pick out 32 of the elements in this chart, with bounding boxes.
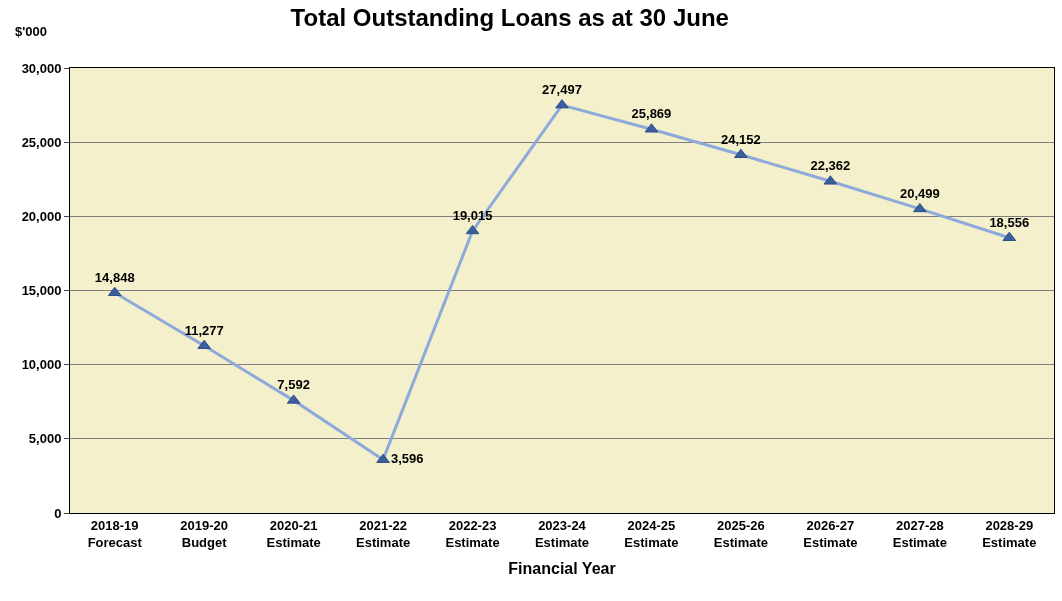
data-label: 11,277: [184, 322, 224, 338]
x-tick-label: 2018-19 Forecast: [87, 517, 143, 550]
y-tick-label: 0: [54, 505, 62, 521]
x-axis-title: Financial Year: [508, 560, 616, 578]
x-tick-label: 2025-26 Estimate: [713, 517, 769, 550]
y-tick-label: 25,000: [21, 134, 62, 150]
data-label: 25,869: [631, 106, 672, 122]
y-tick-label: 20,000: [21, 208, 62, 224]
data-label: 18,556: [989, 214, 1030, 230]
x-tick-label: 2027-28 Estimate: [892, 517, 947, 550]
x-tick-label: 2024-25 Estimate: [624, 517, 679, 550]
x-tick-label: 2021-22 Estimate: [355, 517, 411, 550]
data-label: 14,848: [94, 269, 135, 285]
y-tick-label: 15,000: [21, 283, 62, 299]
x-tick-label: 2019-20 Budget: [180, 517, 229, 550]
data-label: 7,592: [277, 377, 310, 393]
x-tick-label: 2022-23 Estimate: [445, 517, 500, 550]
data-label: 19,015: [452, 207, 493, 223]
y-tick-label: 10,000: [21, 357, 62, 373]
x-tick-label: 2020-21 Estimate: [266, 517, 321, 550]
y-axis-title: $'000: [15, 24, 48, 39]
y-tick-label: 30,000: [21, 60, 62, 76]
data-label: 27,497: [542, 82, 582, 98]
chart-title: Total Outstanding Loans as at 30 June: [290, 3, 729, 31]
data-label: 22,362: [810, 158, 851, 174]
x-tick-label: 2026-27 Estimate: [803, 517, 858, 550]
x-tick-label: 2028-29 Estimate: [982, 517, 1037, 550]
data-label: 3,596: [390, 450, 424, 466]
data-label: 24,152: [721, 131, 761, 147]
data-label: 20,499: [899, 185, 940, 201]
y-tick-label: 5,000: [28, 431, 62, 447]
x-tick-label: 2023-24 Estimate: [534, 517, 590, 550]
